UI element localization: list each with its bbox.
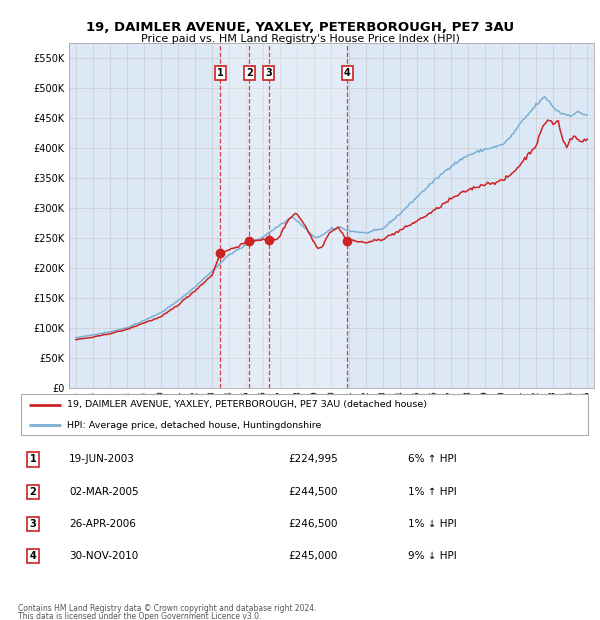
Text: 2: 2 xyxy=(246,68,253,78)
Text: £244,500: £244,500 xyxy=(288,487,337,497)
Text: 19, DAIMLER AVENUE, YAXLEY, PETERBOROUGH, PE7 3AU (detached house): 19, DAIMLER AVENUE, YAXLEY, PETERBOROUGH… xyxy=(67,400,427,409)
Text: Contains HM Land Registry data © Crown copyright and database right 2024.: Contains HM Land Registry data © Crown c… xyxy=(18,604,317,613)
Text: 30-NOV-2010: 30-NOV-2010 xyxy=(69,551,138,561)
Text: 1: 1 xyxy=(217,68,224,78)
Text: 19-JUN-2003: 19-JUN-2003 xyxy=(69,454,135,464)
Text: 1% ↑ HPI: 1% ↑ HPI xyxy=(408,487,457,497)
Text: 02-MAR-2005: 02-MAR-2005 xyxy=(69,487,139,497)
Text: £224,995: £224,995 xyxy=(288,454,338,464)
Text: 4: 4 xyxy=(344,68,350,78)
Text: 4: 4 xyxy=(29,551,37,561)
Text: 1% ↓ HPI: 1% ↓ HPI xyxy=(408,519,457,529)
Text: 2: 2 xyxy=(29,487,37,497)
Text: 19, DAIMLER AVENUE, YAXLEY, PETERBOROUGH, PE7 3AU: 19, DAIMLER AVENUE, YAXLEY, PETERBOROUGH… xyxy=(86,21,514,34)
Text: This data is licensed under the Open Government Licence v3.0.: This data is licensed under the Open Gov… xyxy=(18,612,262,620)
Text: 3: 3 xyxy=(29,519,37,529)
Bar xyxy=(249,43,269,388)
Text: 26-APR-2006: 26-APR-2006 xyxy=(69,519,136,529)
FancyBboxPatch shape xyxy=(21,394,588,435)
Text: £246,500: £246,500 xyxy=(288,519,337,529)
Text: 1: 1 xyxy=(29,454,37,464)
Text: HPI: Average price, detached house, Huntingdonshire: HPI: Average price, detached house, Hunt… xyxy=(67,420,321,430)
Text: £245,000: £245,000 xyxy=(288,551,337,561)
Text: 9% ↓ HPI: 9% ↓ HPI xyxy=(408,551,457,561)
Text: 3: 3 xyxy=(265,68,272,78)
Bar xyxy=(220,43,249,388)
Text: Price paid vs. HM Land Registry's House Price Index (HPI): Price paid vs. HM Land Registry's House … xyxy=(140,34,460,44)
Text: 6% ↑ HPI: 6% ↑ HPI xyxy=(408,454,457,464)
Bar xyxy=(269,43,347,388)
